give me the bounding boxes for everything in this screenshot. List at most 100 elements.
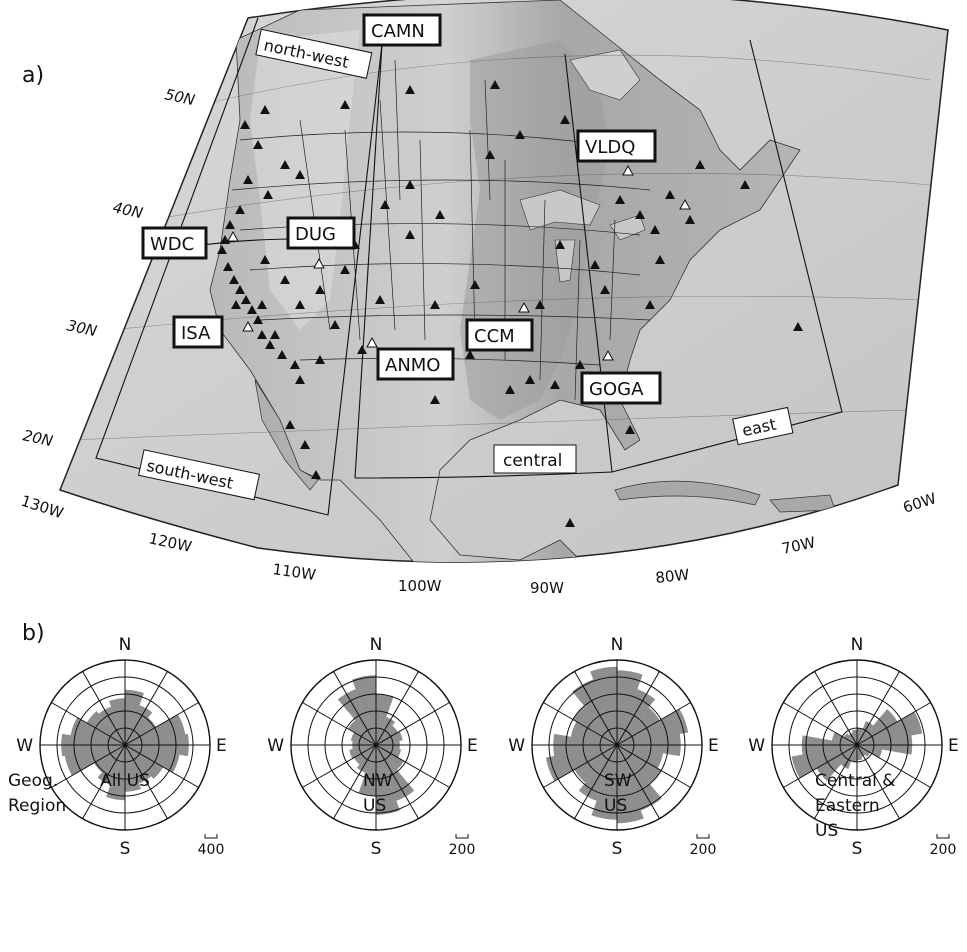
rose-petal: [617, 745, 664, 769]
rose-3: N S W E 200 Central & Eastern US: [748, 635, 959, 859]
rose-petal: [617, 708, 689, 745]
rose-label-n: N: [119, 635, 132, 655]
rose-petal: [852, 731, 857, 745]
rose-1: N S W E 200 NW US: [267, 635, 478, 859]
rose-label-e: E: [708, 736, 719, 756]
rose-petal: [857, 709, 898, 745]
rose-petal: [353, 745, 376, 765]
lon-label-70w: 70W: [780, 533, 817, 558]
rose-label-w: W: [16, 736, 33, 756]
lat-labels: 50N 40N 30N 20N: [21, 85, 196, 450]
rose-petal: [574, 745, 617, 783]
rose-spoke: [375, 744, 419, 819]
station-label-wdc: WDC: [150, 234, 194, 255]
station-label-anmo: ANMO: [385, 355, 440, 376]
rose-petal: [94, 745, 125, 773]
lat-label-40n: 40N: [111, 198, 144, 222]
lon-label-110w: 110W: [271, 560, 317, 584]
rose-petal: [125, 745, 139, 784]
rose-petal: [348, 720, 376, 745]
rose-spoke: [616, 702, 691, 746]
rose-petal: [857, 745, 871, 757]
rose-petal: [98, 706, 125, 745]
rose-petal: [617, 683, 638, 745]
rose-petal: [857, 721, 874, 745]
rose-petal: [125, 745, 180, 773]
rose-spoke: [543, 744, 618, 788]
rose-petal: [791, 745, 857, 779]
rose-spoke: [616, 744, 660, 819]
rose-spoke: [543, 702, 618, 746]
region-labels: north-west south-west central east: [138, 28, 794, 501]
rose-spoke: [82, 671, 126, 746]
rose-spoke: [574, 671, 618, 746]
rose-petal: [617, 745, 662, 785]
rose-scale-bar: [455, 834, 469, 839]
rose-petal: [857, 711, 923, 745]
rose-petal: [125, 745, 152, 784]
rose-caption: SW: [604, 771, 632, 791]
lat-label-20n: 20N: [21, 426, 54, 450]
station-label-camn: CAMN: [371, 21, 425, 42]
rose-petal: [376, 745, 404, 770]
island-cuba: [614, 480, 761, 506]
panel-b-label: b): [22, 621, 45, 646]
rose-caption: US: [363, 796, 386, 816]
rose-scale-bar: [936, 834, 950, 839]
rose-spoke: [856, 671, 900, 746]
station-labels: CAMN VLDQ WDC DUG ISA CCM ANMO GOGA: [141, 13, 662, 405]
rose-spoke: [856, 744, 931, 788]
lon-label-130w: 130W: [19, 492, 66, 523]
rose-caption: US: [604, 796, 627, 816]
rose-spoke: [375, 702, 450, 746]
rose-label-w: W: [267, 736, 284, 756]
rose-petal: [86, 711, 125, 745]
rose-petal: [816, 745, 857, 781]
lon-label-80w: 80W: [655, 566, 691, 587]
rose-spoke: [302, 744, 377, 788]
rose-scale-label: 200: [449, 842, 476, 858]
rose-petal: [570, 721, 617, 745]
rose-label-n: N: [611, 635, 624, 655]
region-box-east: [354, 39, 843, 479]
rose-spoke: [124, 744, 199, 788]
rose-petal: [840, 745, 857, 769]
station-label-goga: GOGA: [589, 379, 644, 400]
rose-petal: [857, 745, 862, 759]
rose-petal: [572, 705, 617, 745]
lon-label-90w: 90W: [530, 579, 564, 597]
rose-petal: [851, 745, 857, 762]
rose-petal: [617, 707, 660, 745]
rose-spoke: [814, 744, 858, 819]
rose-spoke: [333, 671, 377, 746]
rose-spoke: [574, 744, 618, 819]
station-label-vldq: VLDQ: [585, 137, 635, 158]
rose-caption: Eastern: [815, 796, 880, 816]
rose-label-n: N: [851, 635, 864, 655]
hudson-bay: [569, 49, 641, 101]
rose-label-s: S: [371, 839, 382, 859]
rose-scale-label: 200: [690, 842, 717, 858]
rose-label-s: S: [120, 839, 131, 859]
rose-label-e: E: [467, 736, 478, 756]
rose-petal: [617, 745, 644, 824]
rose-petal: [545, 745, 617, 782]
rose-petal: [97, 745, 125, 785]
rose-label-e: E: [216, 736, 227, 756]
rose-scale-bar: [204, 834, 218, 839]
rose-petal: [617, 745, 662, 811]
rose-spoke: [783, 744, 858, 788]
stations-white: [227, 164, 691, 361]
row-label-line2: Region: [8, 796, 66, 816]
rose-0: N S W E 400 All US: [16, 635, 227, 859]
region-divider-west-central: [354, 43, 383, 479]
rose-spoke: [124, 702, 199, 746]
rose-caption: Central &: [815, 771, 896, 791]
rose-spoke: [302, 702, 377, 746]
station-label-isa: ISA: [181, 323, 211, 344]
rose-spoke: [783, 702, 858, 746]
station-label-dug: DUG: [295, 224, 336, 245]
